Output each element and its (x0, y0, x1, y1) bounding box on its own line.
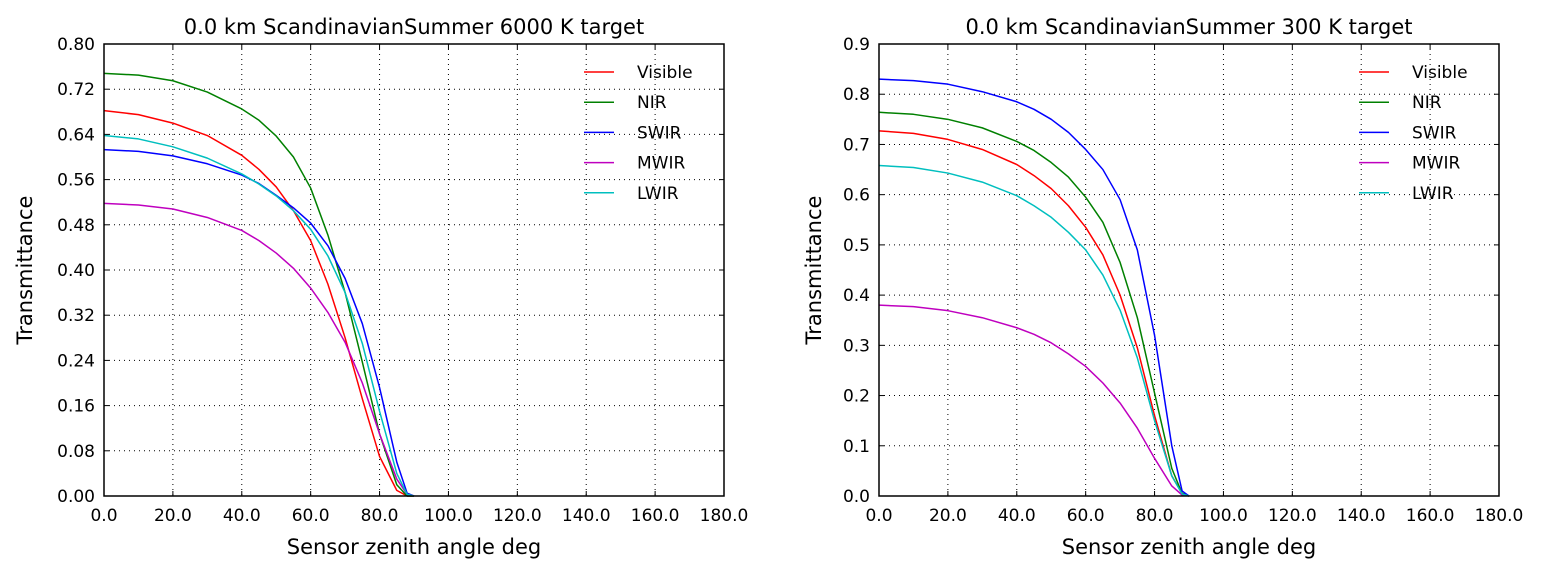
series-line-swir (878, 78, 1190, 497)
x-tick-label: 20.0 (154, 506, 192, 526)
y-tick-label: 0.5 (843, 236, 870, 256)
y-tick-label: 0.48 (57, 216, 95, 236)
legend: Visible NIR SWIR MWIR LWIR (1359, 63, 1468, 204)
x-axis-label: Sensor zenith angle deg (287, 535, 541, 559)
y-tick-label: 0.80 (57, 35, 95, 55)
y-tick-label: 0.08 (57, 442, 95, 462)
chart-1: 0.0 20.0 40.0 60.0 80.0 100.0 120.0 140.0 160.0 1… (13, 15, 748, 559)
legend-label: LWIR (637, 184, 679, 204)
series-line-mwir (103, 202, 415, 497)
x-tick-label: 160.0 (631, 506, 680, 526)
y-tick-label: 0.1 (843, 437, 870, 457)
chart-title: 0.0 km ScandinavianSummer 300 K target (965, 15, 1412, 39)
legend-label: SWIR (1412, 123, 1457, 143)
y-tick-label: 0.9 (843, 35, 870, 55)
x-tick-label: 40.0 (998, 506, 1036, 526)
legend-label: Visible (637, 63, 693, 83)
y-tick-label: 0.8 (843, 85, 870, 105)
x-tick-label: 20.0 (929, 506, 967, 526)
x-tick-label: 0.0 (865, 506, 892, 526)
legend: Visible NIR SWIR MWIR LWIR (584, 63, 693, 204)
plot-area (879, 44, 1499, 496)
x-tick-label: 0.0 (90, 506, 117, 526)
chart-title: 0.0 km ScandinavianSummer 6000 K target (184, 15, 644, 39)
x-tick-label: 160.0 (1406, 506, 1455, 526)
y-tick-label: 0.6 (843, 186, 870, 206)
legend-label: NIR (637, 93, 667, 113)
x-tick-label: 180.0 (1475, 506, 1524, 526)
legend-label: MWIR (637, 154, 685, 174)
plot-frame (103, 43, 725, 497)
series-line-lwir (878, 164, 1190, 497)
legend-label: Visible (1412, 63, 1468, 83)
legend-label: NIR (1412, 93, 1442, 113)
y-tick-label: 0.56 (57, 171, 95, 191)
y-tick-label: 0.72 (57, 80, 95, 100)
series-line-nir (878, 111, 1190, 497)
x-tick-label: 60.0 (1067, 506, 1105, 526)
x-tick-label: 120.0 (1268, 506, 1317, 526)
x-axis-label: Sensor zenith angle deg (1062, 535, 1316, 559)
y-axis-label: Transmittance (13, 196, 37, 346)
series-line-lwir (103, 134, 415, 497)
x-tick-label: 40.0 (223, 506, 261, 526)
y-tick-label: 0.7 (843, 135, 870, 155)
series-line-nir (103, 72, 414, 497)
legend-label: MWIR (1412, 154, 1460, 174)
y-axis-label: Transmittance (802, 196, 826, 346)
series-line-visible (103, 109, 414, 497)
y-tick-label: 0.00 (57, 487, 95, 507)
y-tick-label: 0.0 (843, 487, 870, 507)
y-tick-label: 0.64 (57, 125, 95, 145)
y-tick-label: 0.4 (843, 286, 870, 306)
y-tick-label: 0.3 (843, 336, 870, 356)
x-tick-label: 60.0 (292, 506, 330, 526)
x-tick-label: 120.0 (493, 506, 542, 526)
y-tick-label: 0.40 (57, 261, 95, 281)
x-tick-label: 100.0 (424, 506, 473, 526)
x-tick-label: 80.0 (1136, 506, 1174, 526)
plot-frame (878, 43, 1500, 497)
y-tick-label: 0.32 (57, 306, 95, 326)
y-tick-label: 0.24 (57, 351, 95, 371)
x-tick-label: 140.0 (562, 506, 611, 526)
series-line-mwir (878, 304, 1190, 497)
x-tick-label: 100.0 (1199, 506, 1248, 526)
chart-2: 0.0 20.0 40.0 60.0 80.0 100.0 120.0 140.0 160.0 1… (802, 15, 1523, 559)
x-tick-label: 80.0 (361, 506, 399, 526)
y-tick-label: 0.2 (843, 387, 870, 407)
legend-label: LWIR (1412, 184, 1454, 204)
x-tick-label: 140.0 (1337, 506, 1386, 526)
legend-label: SWIR (637, 123, 682, 143)
x-tick-label: 180.0 (700, 506, 749, 526)
y-tick-label: 0.16 (57, 397, 95, 417)
series-line-swir (103, 148, 415, 497)
